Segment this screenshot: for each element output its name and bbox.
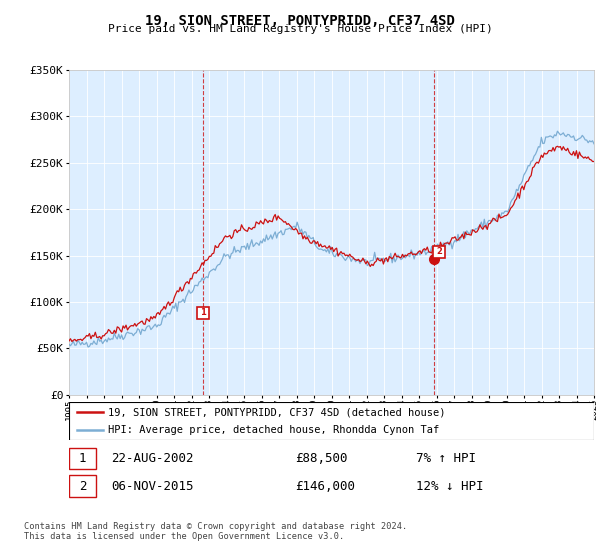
Text: 2: 2 [79,479,86,493]
FancyBboxPatch shape [69,475,96,497]
Text: 7% ↑ HPI: 7% ↑ HPI [415,452,476,465]
Text: 06-NOV-2015: 06-NOV-2015 [111,479,193,493]
Text: Price paid vs. HM Land Registry's House Price Index (HPI): Price paid vs. HM Land Registry's House … [107,24,493,34]
Text: 2: 2 [436,248,442,256]
FancyBboxPatch shape [69,402,594,440]
Text: 22-AUG-2002: 22-AUG-2002 [111,452,193,465]
Text: 19, SION STREET, PONTYPRIDD, CF37 4SD (detached house): 19, SION STREET, PONTYPRIDD, CF37 4SD (d… [109,407,446,417]
Text: £88,500: £88,500 [295,452,347,465]
Text: This data is licensed under the Open Government Licence v3.0.: This data is licensed under the Open Gov… [24,532,344,541]
FancyBboxPatch shape [69,448,96,469]
Text: 12% ↓ HPI: 12% ↓ HPI [415,479,483,493]
Text: Contains HM Land Registry data © Crown copyright and database right 2024.: Contains HM Land Registry data © Crown c… [24,522,407,531]
Text: HPI: Average price, detached house, Rhondda Cynon Taf: HPI: Average price, detached house, Rhon… [109,425,440,435]
Text: £146,000: £146,000 [295,479,355,493]
Text: 1: 1 [200,308,206,317]
Text: 1: 1 [79,452,86,465]
Text: 19, SION STREET, PONTYPRIDD, CF37 4SD: 19, SION STREET, PONTYPRIDD, CF37 4SD [145,14,455,28]
